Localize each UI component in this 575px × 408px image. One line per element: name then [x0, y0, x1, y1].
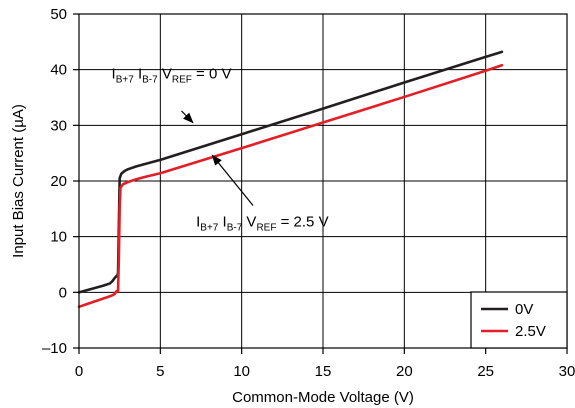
y-axis-label: Input Bias Current (µA) [10, 104, 27, 258]
legend-label: 0V [515, 301, 533, 318]
legend: 0V 2.5V [470, 291, 568, 349]
y-tick-label: 20 [50, 173, 67, 190]
x-tick-label: 20 [396, 363, 413, 380]
annotation-2: IB+7 IB-7 VREF = 2.5 V [196, 154, 329, 234]
annotation-label: IB+7 IB-7 VREF = 2.5 V [196, 214, 328, 234]
x-tick-label: 10 [233, 363, 250, 380]
annotation-arrow [181, 110, 194, 124]
y-tick-label: 30 [50, 117, 67, 134]
y-tick-label: 0 [59, 284, 67, 301]
axis-ticks: 0 5 10 15 20 25 30 –10 0 10 20 30 40 50 [42, 6, 575, 380]
x-tick-label: 15 [315, 363, 332, 380]
series-line-2-5v [77, 63, 504, 309]
y-tick-label: –10 [42, 340, 67, 357]
annotation-1: IB+7 IB-7 VREF = 0 V [112, 66, 232, 124]
annotations: IB+7 IB-7 VREF = 0 V IB+7 IB-7 VREF = 2.5… [112, 66, 329, 234]
x-tick-label: 25 [477, 363, 494, 380]
x-tick-label: 5 [156, 363, 164, 380]
x-tick-label: 0 [75, 363, 83, 380]
y-tick-label: 50 [50, 6, 67, 23]
x-axis-label: Common-Mode Voltage (V) [232, 389, 414, 406]
legend-box [470, 291, 568, 349]
legend-label: 2.5V [515, 323, 546, 340]
annotation-arrow [211, 154, 254, 206]
series-line-0v [77, 50, 504, 294]
x-tick-label: 30 [559, 363, 575, 380]
annotation-label: IB+7 IB-7 VREF = 0 V [112, 66, 232, 86]
y-tick-label: 10 [50, 229, 67, 246]
series-layer [77, 50, 504, 309]
y-tick-label: 40 [50, 62, 67, 79]
